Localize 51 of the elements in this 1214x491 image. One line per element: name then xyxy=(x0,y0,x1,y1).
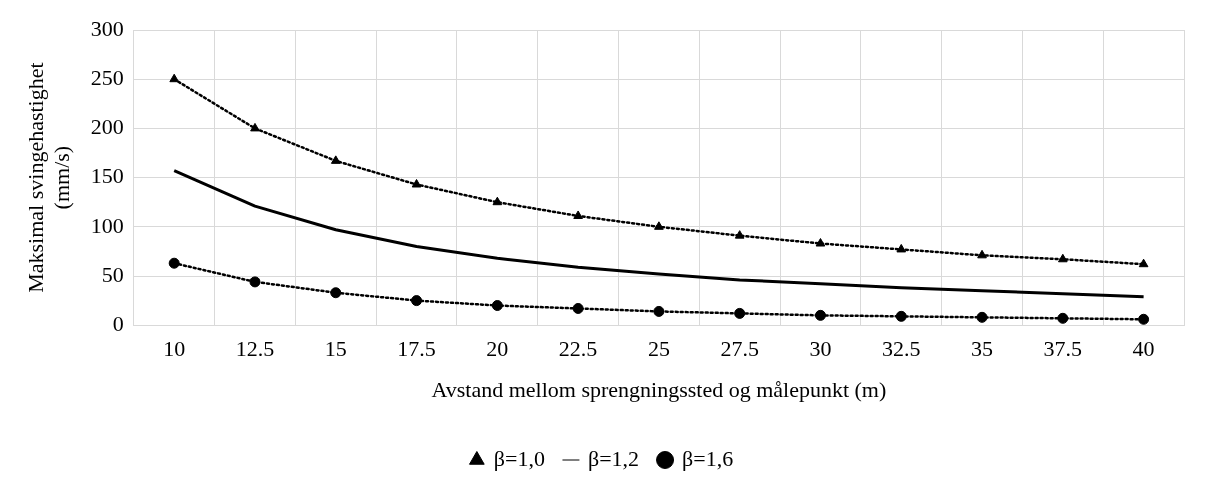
x-tick-label: 30 xyxy=(809,336,832,362)
point xyxy=(815,238,826,247)
point xyxy=(168,257,180,269)
point xyxy=(734,307,746,319)
point xyxy=(492,196,503,206)
x-tick-label: 27.5 xyxy=(720,336,759,362)
point xyxy=(653,305,665,317)
x-tick-label: 12.5 xyxy=(235,336,275,362)
point xyxy=(896,243,907,253)
point xyxy=(1057,253,1068,263)
x-tick-label: 35 xyxy=(971,336,994,362)
x-tick-label: 17.5 xyxy=(397,336,436,362)
point xyxy=(1138,313,1150,325)
x-tick-label: 15 xyxy=(324,336,347,362)
point xyxy=(572,302,584,314)
x-tick-label: 25 xyxy=(647,336,670,362)
x-tick-label: 10 xyxy=(163,336,186,362)
y-tick-label: 250 xyxy=(90,64,124,90)
y-tick-label: 50 xyxy=(101,261,124,287)
y-tick-label: 200 xyxy=(90,114,124,140)
point xyxy=(330,287,342,299)
point xyxy=(249,276,261,288)
x-tick-label: 22.5 xyxy=(558,336,598,362)
y-tick-label: 0 xyxy=(112,310,124,336)
x-tick-label: 40 xyxy=(1132,336,1155,362)
point xyxy=(977,249,987,259)
y-tick-label: 100 xyxy=(90,212,124,238)
x-tick-label: 20 xyxy=(486,336,509,362)
y-tick-label: 150 xyxy=(90,163,124,189)
point xyxy=(169,73,180,83)
legend-label: β=1,0 xyxy=(493,445,545,471)
point xyxy=(573,210,583,219)
point xyxy=(1057,312,1069,324)
point xyxy=(491,300,503,312)
legend-label: β=1,2 xyxy=(587,445,640,471)
legend-label: β=1,6 xyxy=(682,445,734,471)
point xyxy=(814,309,826,321)
x-tick-label: 32.5 xyxy=(882,336,921,362)
point xyxy=(250,122,260,132)
point xyxy=(411,295,423,307)
point xyxy=(895,310,907,322)
point xyxy=(330,155,341,164)
point xyxy=(1138,258,1149,268)
point xyxy=(734,230,745,239)
y-axis-title: Maksimal svingehastighet (mm/s) xyxy=(22,62,75,293)
x-axis-title: Avstand mellom sprengningssted og målepunkt (m) xyxy=(431,376,887,402)
y-tick-label: 300 xyxy=(90,15,124,41)
point xyxy=(654,221,664,230)
point xyxy=(976,311,988,323)
point xyxy=(411,178,422,188)
x-tick-label: 37.5 xyxy=(1043,336,1083,362)
